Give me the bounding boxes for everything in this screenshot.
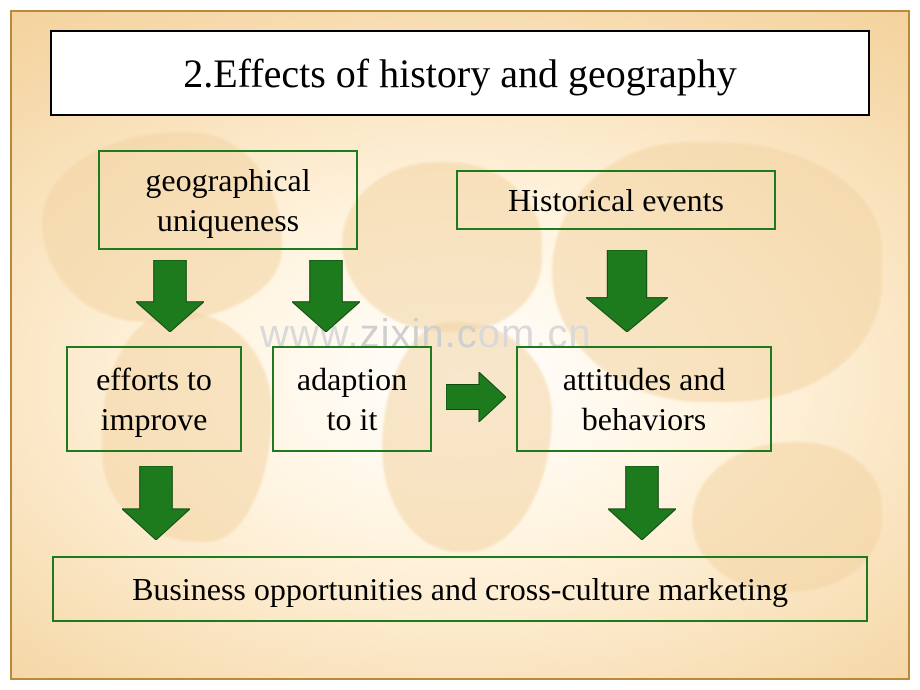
slide-canvas: www.zixin.com.cn 2.Effects of history an…: [10, 10, 910, 680]
node-label: Historical events: [508, 180, 724, 220]
node-label: geographicaluniqueness: [145, 160, 310, 240]
arrow-geo-to-efforts: [136, 260, 204, 332]
node-attitudes-and-behaviors: attitudes andbehaviors: [516, 346, 772, 452]
node-business-opportunities: Business opportunities and cross-culture…: [52, 556, 868, 622]
node-label: Business opportunities and cross-culture…: [132, 569, 788, 609]
arrow-geo-to-adaption: [292, 260, 360, 332]
arrow-attitudes-to-business: [608, 466, 676, 540]
slide-title: 2.Effects of history and geography: [50, 30, 870, 116]
node-efforts-to-improve: efforts toimprove: [66, 346, 242, 452]
node-label: adaptionto it: [297, 359, 407, 439]
slide-title-text: 2.Effects of history and geography: [183, 50, 737, 97]
arrow-efforts-to-business: [122, 466, 190, 540]
node-label: attitudes andbehaviors: [563, 359, 726, 439]
node-historical-events: Historical events: [456, 170, 776, 230]
node-adaption-to-it: adaptionto it: [272, 346, 432, 452]
arrow-hist-to-attitudes: [586, 250, 668, 332]
arrow-adaption-to-attitudes: [446, 372, 506, 422]
node-geographical-uniqueness: geographicaluniqueness: [98, 150, 358, 250]
node-label: efforts toimprove: [96, 359, 212, 439]
